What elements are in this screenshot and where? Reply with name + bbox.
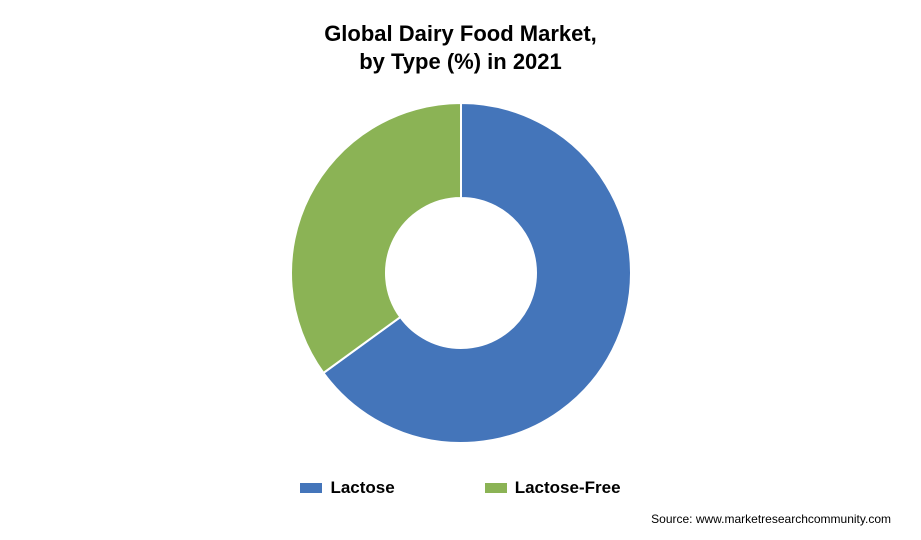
donut-svg xyxy=(281,93,641,453)
legend-swatch-lactose-free xyxy=(485,483,507,493)
legend-label-lactose-free: Lactose-Free xyxy=(515,478,621,498)
chart-title-line2: by Type (%) in 2021 xyxy=(324,48,597,76)
chart-title: Global Dairy Food Market, by Type (%) in… xyxy=(324,20,597,75)
legend-label-lactose: Lactose xyxy=(330,478,394,498)
donut-chart xyxy=(281,93,641,458)
legend-item-lactose: Lactose xyxy=(300,478,394,498)
chart-container: Global Dairy Food Market, by Type (%) in… xyxy=(0,0,921,540)
legend-swatch-lactose xyxy=(300,483,322,493)
donut-slice xyxy=(291,103,461,373)
chart-legend: Lactose Lactose-Free xyxy=(300,478,620,498)
source-text: Source: www.marketresearchcommunity.com xyxy=(651,512,891,526)
chart-title-line1: Global Dairy Food Market, xyxy=(324,20,597,48)
legend-item-lactose-free: Lactose-Free xyxy=(485,478,621,498)
